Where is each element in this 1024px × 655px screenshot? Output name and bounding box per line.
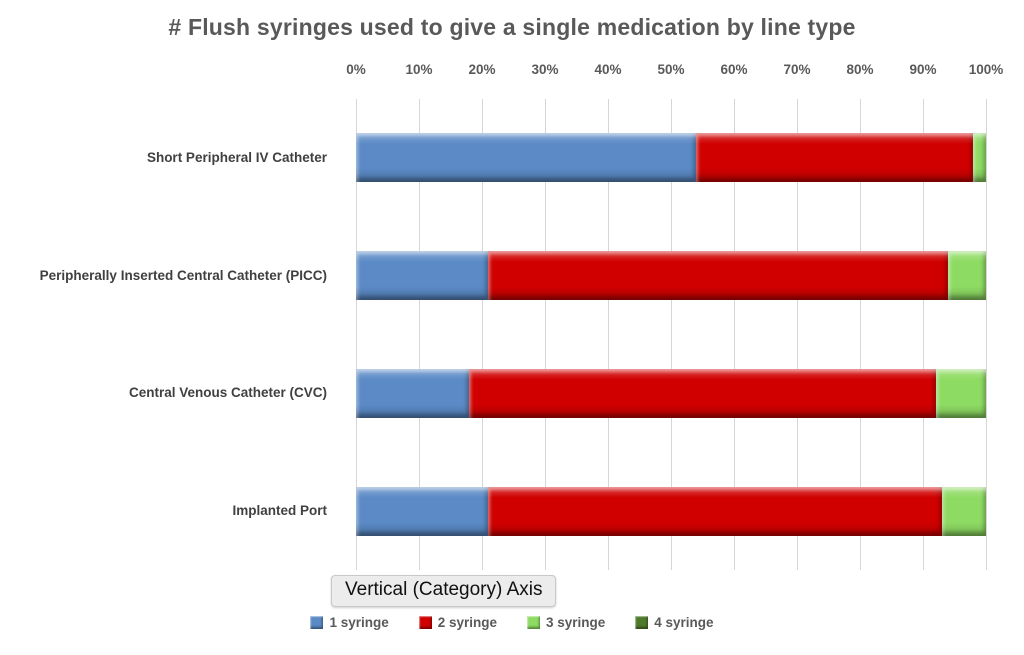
category-label[interactable]: Implanted Port — [232, 503, 327, 519]
gridline — [734, 99, 735, 570]
x-tick-label[interactable]: 30% — [531, 62, 559, 77]
x-tick-label[interactable]: 20% — [468, 62, 496, 77]
gridline — [356, 99, 357, 570]
bar-row — [356, 368, 987, 418]
x-axis[interactable]: 0% 10% 20% 30% 40% 50% 60% 70% 80% 90% 100% — [346, 62, 1003, 82]
legend-swatch-icon — [418, 616, 432, 629]
bar-segment-3-syringe[interactable] — [973, 133, 986, 183]
gridline — [545, 99, 546, 570]
legend-item-3-syringe[interactable]: 3 syringe — [527, 615, 605, 630]
bar-segment-2-syringe[interactable] — [488, 251, 949, 301]
bar-segment-2-syringe[interactable] — [469, 368, 936, 418]
bar-segment-3-syringe[interactable] — [948, 251, 986, 301]
category-label[interactable]: Short Peripheral IV Catheter — [146, 150, 327, 166]
category-axis[interactable]: Short Peripheral IV Catheter Peripherally… — [0, 99, 341, 570]
gridline — [986, 99, 987, 570]
axis-tooltip-label: Vertical (Category) Axis — [345, 579, 543, 600]
bar-segment-1-syringe[interactable] — [356, 368, 470, 418]
bar-segment-1-syringe[interactable] — [356, 486, 489, 536]
bar-segment-2-syringe[interactable] — [696, 133, 974, 183]
gridline — [608, 99, 609, 570]
legend-swatch-icon — [527, 616, 540, 629]
legend-item-2-syringe[interactable]: 2 syringe — [418, 615, 497, 630]
category-label[interactable]: Central Venous Catheter (CVC) — [128, 385, 327, 401]
bar-row — [356, 133, 986, 183]
x-tick-label[interactable]: 10% — [405, 62, 433, 77]
bar-segment-3-syringe[interactable] — [935, 368, 987, 418]
x-tick-label[interactable]: 90% — [909, 62, 937, 77]
gridline — [419, 99, 420, 570]
x-tick-label[interactable]: 70% — [783, 62, 811, 77]
bar-segment-1-syringe[interactable] — [356, 133, 697, 183]
gridline — [671, 99, 672, 570]
gridline — [860, 99, 861, 570]
chart-title[interactable]: # Flush syringes used to give a single m… — [168, 14, 856, 40]
x-tick-label[interactable]: 40% — [594, 62, 622, 77]
legend-label: 2 syringe — [437, 615, 497, 630]
x-tick-label[interactable]: 60% — [720, 62, 748, 77]
plot-area — [356, 99, 987, 570]
legend-label: 1 syringe — [329, 615, 389, 630]
x-tick-label[interactable]: 80% — [846, 62, 874, 77]
gridline — [482, 99, 483, 570]
bar-row — [356, 486, 987, 536]
axis-tooltip: Vertical (Category) Axis — [331, 575, 557, 607]
bar-row — [356, 251, 986, 301]
legend-label: 4 syringe — [654, 615, 714, 630]
legend-label: 3 syringe — [546, 615, 606, 630]
bar-segment-3-syringe[interactable] — [941, 486, 987, 536]
legend: 1 syringe 2 syringe 3 syringe 4 syringe — [0, 615, 1024, 630]
category-label[interactable]: Peripherally Inserted Central Catheter (… — [39, 267, 327, 283]
legend-swatch-icon — [310, 616, 324, 629]
x-tick-label[interactable]: 0% — [346, 62, 366, 77]
legend-swatch-icon — [635, 616, 649, 629]
x-tick-label[interactable]: 100% — [968, 62, 1004, 77]
legend-item-4-syringe[interactable]: 4 syringe — [635, 615, 714, 630]
gridline — [923, 99, 924, 570]
bar-segment-2-syringe[interactable] — [488, 486, 942, 536]
bar-segment-1-syringe[interactable] — [356, 251, 489, 301]
legend-item-1-syringe[interactable]: 1 syringe — [310, 615, 389, 630]
x-tick-label[interactable]: 50% — [657, 62, 685, 77]
gridline — [797, 99, 798, 570]
